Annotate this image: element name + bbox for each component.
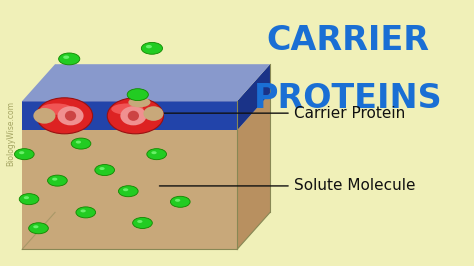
Ellipse shape	[128, 97, 150, 107]
Circle shape	[171, 196, 190, 207]
Circle shape	[71, 138, 91, 149]
Circle shape	[19, 151, 24, 154]
Polygon shape	[22, 101, 237, 130]
Circle shape	[19, 194, 39, 205]
Text: Solute Molecule: Solute Molecule	[159, 178, 415, 193]
Circle shape	[147, 149, 166, 160]
Ellipse shape	[33, 108, 55, 124]
Ellipse shape	[120, 106, 146, 125]
Circle shape	[76, 141, 81, 144]
Circle shape	[151, 151, 156, 154]
Ellipse shape	[128, 111, 139, 121]
Text: Carrier Protein: Carrier Protein	[162, 106, 405, 121]
Circle shape	[24, 196, 29, 199]
Circle shape	[47, 175, 67, 186]
Ellipse shape	[107, 98, 164, 134]
Circle shape	[146, 45, 152, 48]
Circle shape	[52, 178, 57, 181]
Circle shape	[137, 220, 143, 223]
Circle shape	[15, 149, 34, 160]
Polygon shape	[237, 64, 270, 130]
Ellipse shape	[40, 103, 73, 115]
Circle shape	[28, 223, 48, 234]
Text: CARRIER: CARRIER	[266, 24, 429, 57]
Text: BiologyWise.com: BiologyWise.com	[6, 101, 15, 165]
Text: PROTEINS: PROTEINS	[254, 82, 442, 115]
Ellipse shape	[111, 103, 144, 115]
Circle shape	[141, 42, 163, 54]
Circle shape	[95, 165, 115, 176]
Circle shape	[175, 199, 180, 202]
Polygon shape	[22, 130, 237, 250]
Circle shape	[127, 89, 148, 101]
Circle shape	[118, 186, 138, 197]
Polygon shape	[22, 64, 270, 101]
Circle shape	[81, 209, 86, 212]
Circle shape	[59, 53, 80, 65]
Ellipse shape	[144, 106, 164, 121]
Circle shape	[100, 167, 105, 170]
Ellipse shape	[36, 98, 92, 134]
Circle shape	[33, 225, 38, 228]
Circle shape	[123, 188, 128, 191]
Circle shape	[133, 218, 152, 228]
Ellipse shape	[57, 106, 83, 125]
Polygon shape	[237, 93, 270, 250]
Circle shape	[63, 56, 69, 59]
Circle shape	[76, 207, 96, 218]
Ellipse shape	[65, 111, 76, 121]
